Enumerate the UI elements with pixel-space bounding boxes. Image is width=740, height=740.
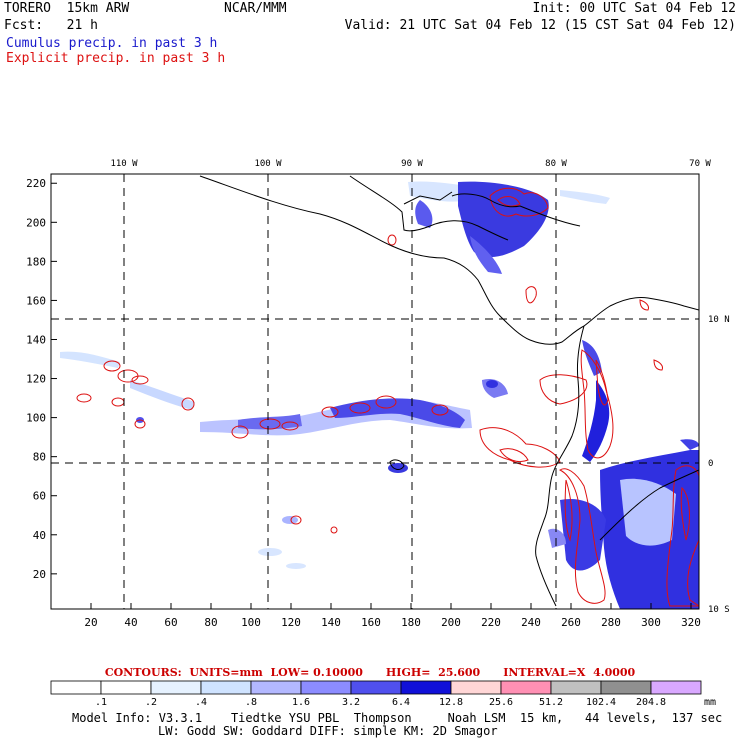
coastlines (199, 175, 699, 607)
lon-label: 100 W (254, 159, 282, 169)
y-tick-label: 100 (26, 412, 46, 425)
colorbar-swatch (200, 680, 252, 695)
contour-units: CONTOURS: UNITS=mm LOW= 0.10000 (104, 666, 363, 679)
cumulus-legend: Cumulus precip. in past 3 h (6, 36, 218, 51)
y-tick-label: 220 (26, 177, 46, 190)
colorbar-swatch (100, 680, 152, 695)
y-tick-label: 20 (33, 568, 46, 581)
colorbar-label: 102.4 (586, 697, 616, 708)
lon-label: 90 W (401, 159, 423, 169)
lat-label: 10 S (708, 605, 730, 615)
y-tick-label: 60 (33, 490, 46, 503)
colorbar-swatch (300, 680, 352, 695)
y-tick-label: 180 (26, 255, 46, 268)
colorbar-swatch (650, 680, 702, 695)
x-tick-label: 20 (84, 616, 97, 629)
colorbar-swatch (600, 680, 652, 695)
y-tick-label: 80 (33, 451, 46, 464)
model-title: TORERO 15km ARW (4, 1, 130, 16)
cumulus-precip-areas (60, 181, 699, 609)
org-label: NCAR/MMM (224, 1, 287, 16)
colorbar-swatch (450, 680, 502, 695)
explicit-legend: Explicit precip. in past 3 h (6, 51, 226, 66)
colorbar-swatch (500, 680, 552, 695)
x-tick-label: 180 (401, 616, 421, 629)
x-tick-label: 280 (601, 616, 621, 629)
contour-info: CONTOURS: UNITS=mm LOW= 0.10000 HIGH= 25… (0, 666, 740, 679)
colorbar-label: 25.6 (489, 697, 513, 708)
colorbar-swatch (150, 680, 202, 695)
y-tick-label: 160 (26, 294, 46, 307)
lat-label: 0 (708, 459, 713, 469)
colorbar-swatch (250, 680, 302, 695)
x-axis: 20 40 60 80 100 120 140 160 180 200 220 240 260 280 30… (84, 603, 701, 629)
colorbar-unit: mm (704, 697, 716, 708)
colorbar-swatch (550, 680, 602, 695)
y-tick-label: 140 (26, 333, 46, 346)
contour-interval: INTERVAL=X 4.0000 (503, 666, 636, 679)
model-info-line1: Model Info: V3.3.1 Tiedtke YSU PBL Thomp… (72, 711, 723, 725)
y-axis: 20 40 60 80 100 120 140 160 180 200 220 (26, 177, 57, 581)
colorbar-swatch (350, 680, 402, 695)
colorbar-swatch (400, 680, 452, 695)
init-time: Init: 00 UTC Sat 04 Feb 12 (532, 1, 737, 16)
forecast-hour: Fcst: 21 h (4, 18, 98, 33)
contour-high: HIGH= 25.600 (385, 666, 481, 679)
colorbar-label: 204.8 (636, 697, 666, 708)
latitude-labels: 10 N 0 10 S (708, 315, 730, 615)
valid-time: Valid: 21 UTC Sat 04 Feb 12 (15 CST Sat … (344, 18, 736, 33)
lat-label: 10 N (708, 315, 730, 325)
y-tick-label: 200 (26, 216, 46, 229)
latlon-grid (51, 174, 699, 609)
plot-frame (50, 173, 700, 610)
lon-label: 80 W (545, 159, 567, 169)
x-tick-label: 60 (164, 616, 177, 629)
x-tick-label: 80 (204, 616, 217, 629)
colorbar-label: .8 (245, 697, 257, 708)
colorbar-label: 1.6 (292, 697, 310, 708)
model-info-line2: LW: Godd SW: Goddard DIFF: simple KM: 2D… (158, 724, 498, 738)
x-tick-label: 120 (281, 616, 301, 629)
colorbar-label: 51.2 (539, 697, 563, 708)
x-tick-label: 100 (241, 616, 261, 629)
longitude-labels: 110 W 100 W 90 W 80 W 70 W (110, 159, 711, 169)
colorbar-label: .1 (95, 697, 107, 708)
x-tick-label: 260 (561, 616, 581, 629)
x-tick-label: 40 (124, 616, 137, 629)
colorbar: .1 .2 .4 .8 1.6 3.2 6.4 12.8 25.6 51.2 102.4 204.8 m… (50, 680, 716, 708)
x-tick-label: 300 (641, 616, 661, 629)
colorbar-swatch (50, 680, 102, 695)
lon-label: 70 W (689, 159, 711, 169)
colorbar-label: .4 (195, 697, 207, 708)
x-tick-label: 140 (321, 616, 341, 629)
colorbar-label: 12.8 (439, 697, 463, 708)
x-tick-label: 240 (521, 616, 541, 629)
explicit-precip-contours (76, 187, 699, 607)
lon-label: 110 W (110, 159, 138, 169)
colorbar-label: 3.2 (342, 697, 360, 708)
colorbar-label: .2 (145, 697, 157, 708)
colorbar-label: 6.4 (392, 697, 410, 708)
x-tick-label: 320 (681, 616, 701, 629)
x-tick-label: 160 (361, 616, 381, 629)
y-tick-label: 40 (33, 529, 46, 542)
y-tick-label: 120 (26, 373, 46, 386)
x-tick-label: 220 (481, 616, 501, 629)
x-tick-label: 200 (441, 616, 461, 629)
